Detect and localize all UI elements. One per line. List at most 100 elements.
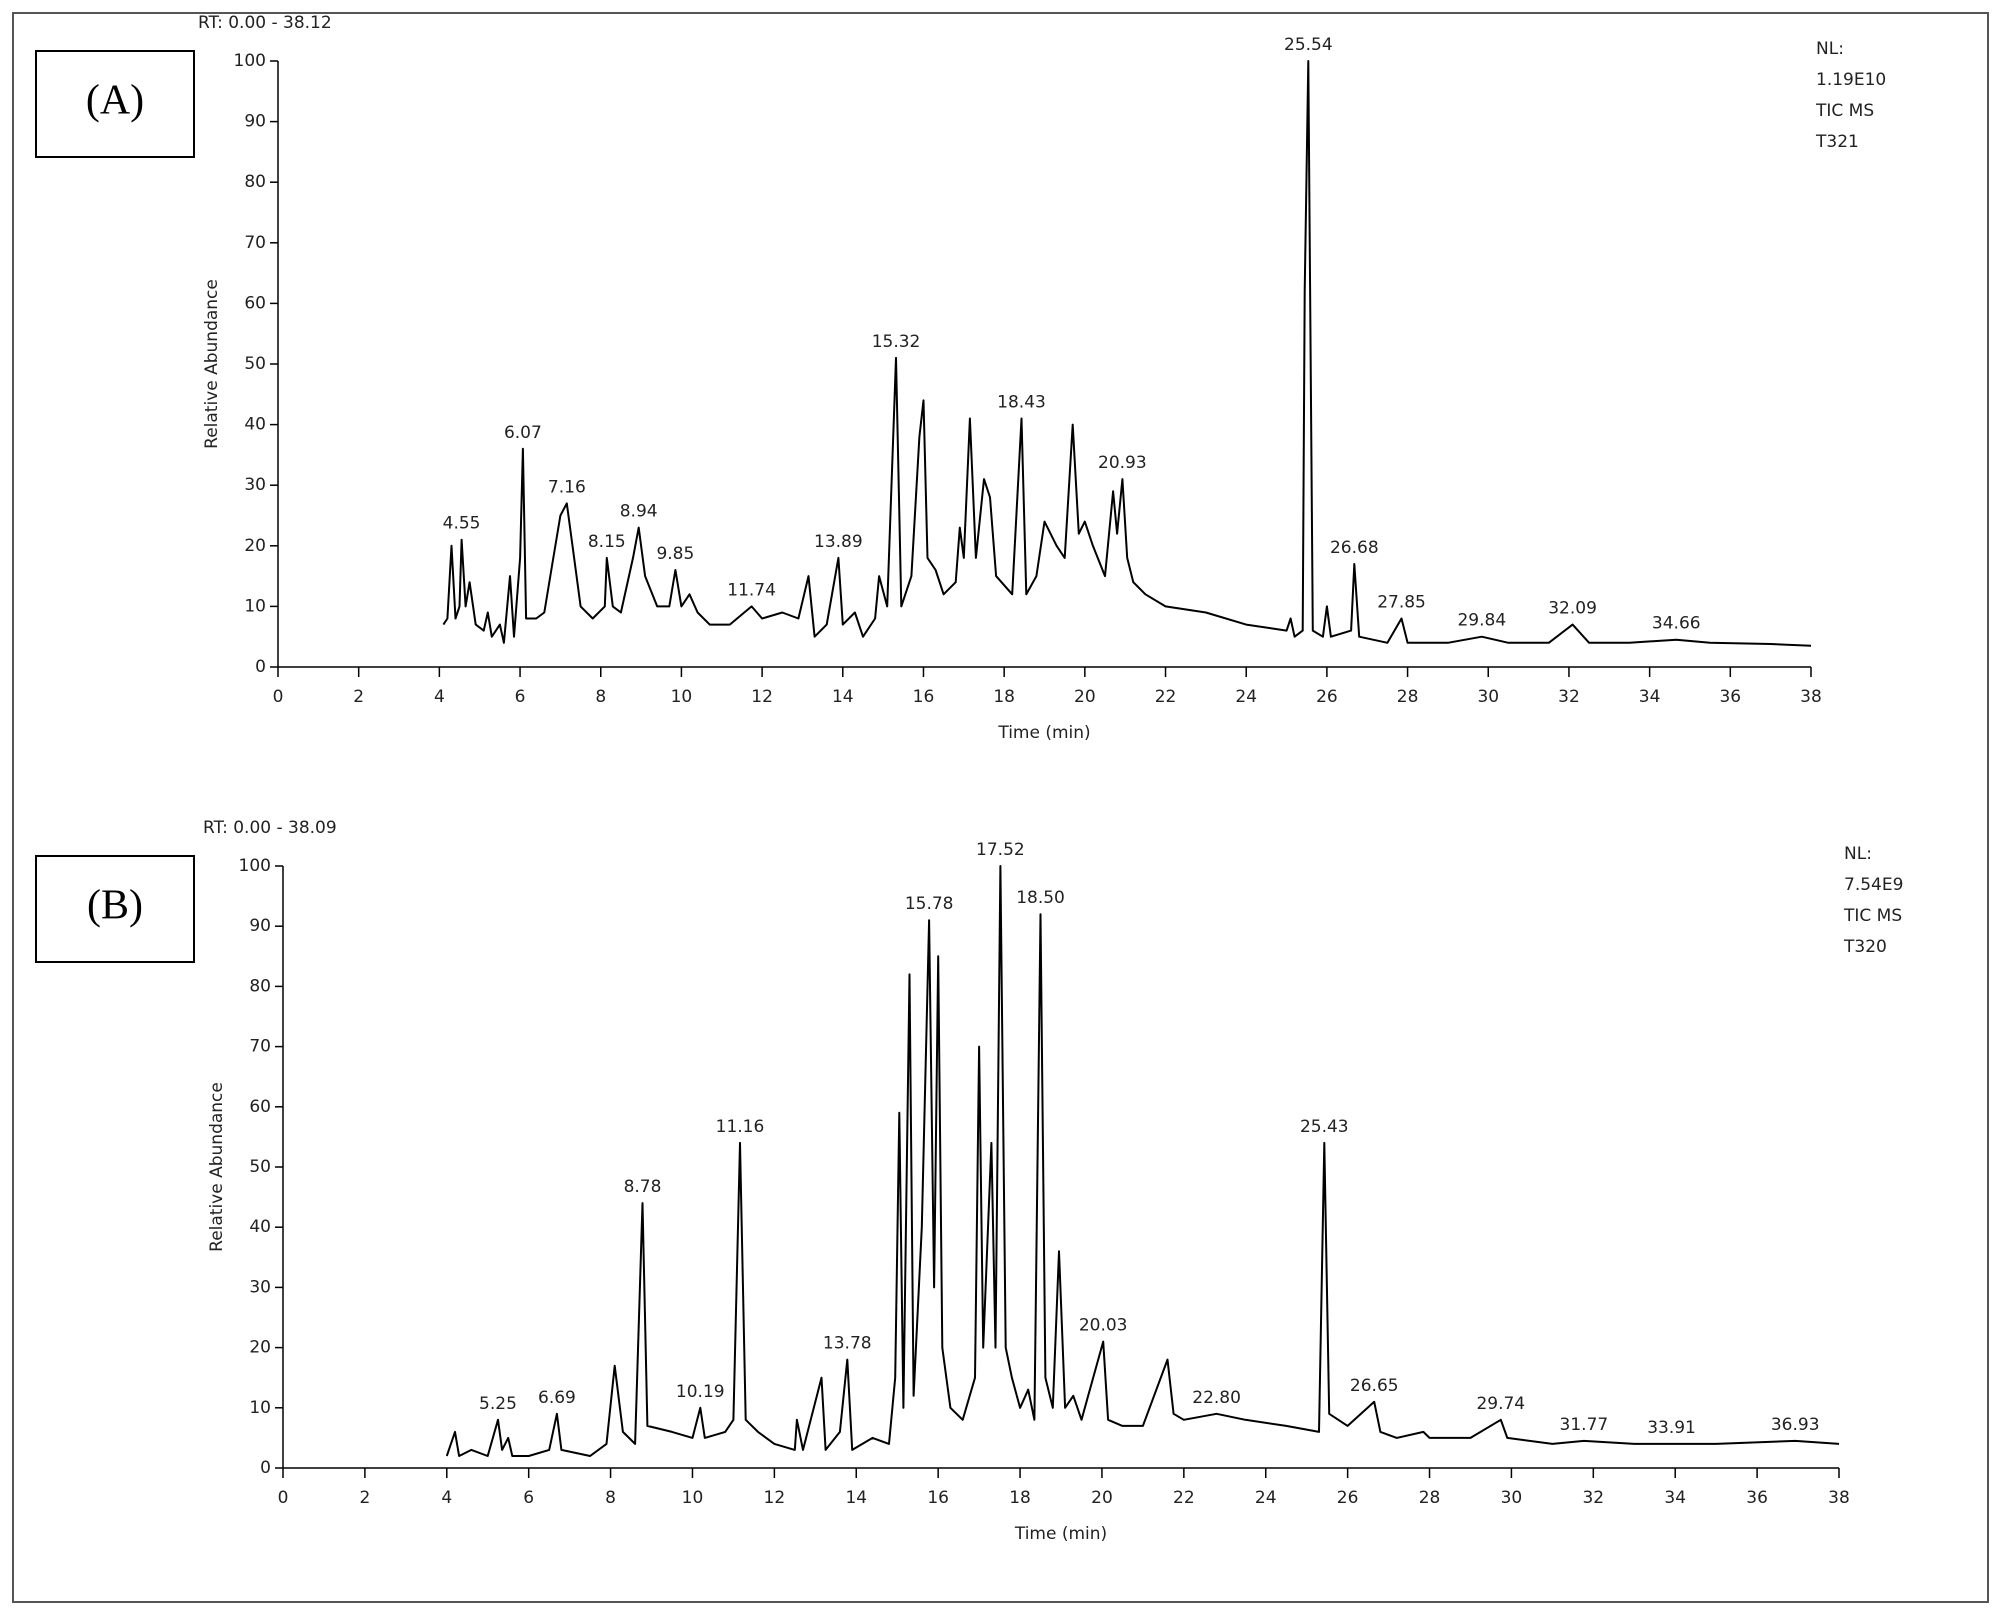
peak-label: 15.32: [872, 332, 921, 352]
x-tick-label: 4: [434, 687, 445, 707]
rt-range: RT: 0.00 - 38.12: [198, 13, 332, 33]
x-tick-label: 30: [1477, 687, 1499, 707]
x-tick-label: 2: [359, 1488, 370, 1508]
x-axis-label: Time (min): [997, 723, 1090, 743]
peak-label: 25.54: [1284, 35, 1333, 55]
x-tick-label: 28: [1397, 687, 1419, 707]
peak-label: 18.50: [1016, 888, 1065, 908]
rt-range: RT: 0.00 - 38.09: [203, 818, 337, 838]
peak-label: 20.03: [1079, 1316, 1128, 1336]
peak-label: 25.43: [1300, 1117, 1349, 1137]
peak-label: 4.55: [443, 514, 481, 534]
y-tick-label: 20: [244, 536, 266, 556]
y-tick-label: 100: [234, 51, 266, 71]
peak-label: 33.91: [1647, 1418, 1696, 1438]
x-tick-label: 18: [1009, 1488, 1031, 1508]
y-tick-label: 30: [244, 475, 266, 495]
x-tick-label: 18: [993, 687, 1015, 707]
x-tick-label: 24: [1255, 1488, 1277, 1508]
y-tick-label: 20: [249, 1338, 271, 1358]
x-tick-label: 2: [353, 687, 364, 707]
x-tick-label: 34: [1639, 687, 1661, 707]
panel-label-box: [35, 50, 195, 158]
x-tick-label: 8: [605, 1488, 616, 1508]
peak-label: 9.85: [656, 544, 694, 564]
y-tick-label: 100: [239, 856, 271, 876]
peak-label: 20.93: [1098, 453, 1147, 473]
peak-label: 29.84: [1457, 611, 1506, 631]
x-tick-label: 32: [1558, 687, 1580, 707]
x-tick-label: 14: [832, 687, 854, 707]
peak-label: 13.89: [814, 532, 863, 552]
y-tick-label: 50: [249, 1157, 271, 1177]
y-tick-label: 80: [244, 172, 266, 192]
y-axis-label: Relative Abundance: [207, 1082, 227, 1252]
info-line: TIC MS: [1843, 906, 1902, 926]
peak-label: 26.65: [1350, 1376, 1399, 1396]
peak-label: 6.69: [538, 1388, 576, 1408]
x-tick-label: 34: [1664, 1488, 1686, 1508]
peak-label: 7.16: [548, 477, 586, 497]
y-tick-label: 10: [244, 596, 266, 616]
peak-label: 10.19: [676, 1382, 725, 1402]
x-tick-label: 38: [1800, 687, 1822, 707]
panel-label: (A): [86, 78, 144, 124]
peak-label: 8.15: [588, 532, 626, 552]
x-tick-label: 28: [1419, 1488, 1441, 1508]
x-tick-label: 20: [1074, 687, 1096, 707]
x-tick-label: 0: [278, 1488, 289, 1508]
peak-label: 36.93: [1771, 1415, 1820, 1435]
x-axis-label: Time (min): [1014, 1524, 1107, 1544]
figure-border: [12, 12, 1989, 1603]
info-line: NL:: [1816, 39, 1844, 59]
x-tick-label: 12: [764, 1488, 786, 1508]
peak-label: 11.16: [716, 1117, 765, 1137]
x-tick-label: 38: [1828, 1488, 1850, 1508]
x-tick-label: 30: [1501, 1488, 1523, 1508]
peak-label: 8.94: [620, 502, 658, 522]
x-tick-label: 4: [441, 1488, 452, 1508]
peak-label: 22.80: [1192, 1388, 1241, 1408]
y-tick-label: 60: [244, 293, 266, 313]
panel-label-box: [35, 855, 195, 963]
peak-label: 29.74: [1476, 1394, 1525, 1414]
x-tick-label: 32: [1582, 1488, 1604, 1508]
peak-label: 18.43: [997, 393, 1046, 413]
x-tick-label: 12: [751, 687, 773, 707]
info-line: 7.54E9: [1844, 875, 1903, 895]
info-line: NL:: [1844, 844, 1872, 864]
y-tick-label: 0: [255, 657, 266, 677]
peak-label: 6.07: [504, 423, 542, 443]
y-tick-label: 0: [260, 1458, 271, 1478]
peak-label: 11.74: [727, 580, 776, 600]
peak-label: 31.77: [1560, 1415, 1609, 1435]
peak-label: 15.78: [905, 894, 954, 914]
x-tick-label: 36: [1719, 687, 1741, 707]
peak-label: 32.09: [1548, 599, 1597, 619]
info-line: TIC MS: [1815, 101, 1874, 121]
y-tick-label: 40: [249, 1217, 271, 1237]
peak-label: 27.85: [1377, 593, 1426, 613]
x-tick-label: 16: [927, 1488, 949, 1508]
y-tick-label: 30: [249, 1277, 271, 1297]
y-tick-label: 40: [244, 415, 266, 435]
x-tick-label: 36: [1746, 1488, 1768, 1508]
x-tick-label: 22: [1173, 1488, 1195, 1508]
x-tick-label: 20: [1091, 1488, 1113, 1508]
chromatogram-trace: [445, 865, 1840, 1457]
y-tick-label: 70: [244, 233, 266, 253]
peak-label: 13.78: [823, 1334, 872, 1354]
x-tick-label: 6: [515, 687, 526, 707]
x-tick-label: 10: [671, 687, 693, 707]
y-tick-label: 50: [244, 354, 266, 374]
info-line: T320: [1843, 937, 1887, 957]
peak-label: 34.66: [1652, 614, 1701, 634]
x-tick-label: 0: [273, 687, 284, 707]
y-tick-label: 60: [249, 1097, 271, 1117]
y-axis-label: Relative Abundance: [202, 279, 222, 449]
x-tick-label: 10: [682, 1488, 704, 1508]
x-tick-label: 26: [1316, 687, 1338, 707]
peak-label: 17.52: [976, 840, 1025, 860]
x-tick-label: 24: [1235, 687, 1257, 707]
